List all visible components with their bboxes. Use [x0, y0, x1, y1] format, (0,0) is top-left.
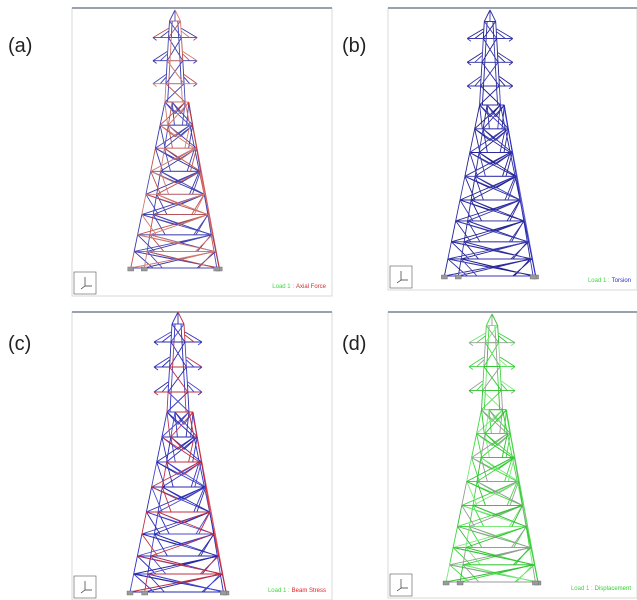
- panel-label: (c): [8, 333, 31, 355]
- legend: Load 1 :Beam Stress: [268, 588, 326, 594]
- panel: (d) Load 1 :Displacement: [342, 312, 637, 598]
- legend-load: Load 1 :: [588, 278, 610, 284]
- panel: (a) Load 1 :Axial Force: [8, 8, 332, 296]
- panel-label: (d): [342, 333, 366, 355]
- legend-result: Axial Force: [296, 284, 327, 290]
- footing: [455, 275, 461, 279]
- legend-result: Displacement: [595, 586, 632, 592]
- legend-load: Load 1 :: [272, 284, 294, 290]
- panel-label: (a): [8, 35, 32, 57]
- legend-result: Torsion: [612, 278, 631, 284]
- panel-label: (b): [342, 35, 366, 57]
- legend: Load 1 :Displacement: [571, 586, 631, 592]
- footing: [214, 267, 220, 271]
- legend-load: Load 1 :: [268, 588, 290, 594]
- panel-frame: [72, 8, 332, 296]
- footing: [128, 267, 134, 271]
- footing: [457, 581, 463, 585]
- legend-load: Load 1 :: [571, 586, 593, 592]
- footing: [141, 267, 147, 271]
- footing: [127, 591, 133, 595]
- panel: (c) Load 1 :Beam Stress: [8, 312, 332, 600]
- legend: Load 1 :Axial Force: [272, 284, 326, 290]
- legend: Load 1 :Torsion: [588, 278, 631, 284]
- footing: [443, 581, 449, 585]
- footing: [142, 591, 148, 595]
- figure: (a)Load 1 :Axial Force(b)Load 1 :Torsion…: [0, 0, 637, 600]
- footing: [530, 275, 536, 279]
- legend-result: Beam Stress: [292, 588, 326, 594]
- panel: (b) Load 1 :Torsion: [342, 8, 637, 290]
- panel-frame: [388, 312, 637, 598]
- footing: [532, 581, 538, 585]
- footing: [220, 591, 226, 595]
- footing: [441, 275, 447, 279]
- panel-frame: [72, 312, 332, 600]
